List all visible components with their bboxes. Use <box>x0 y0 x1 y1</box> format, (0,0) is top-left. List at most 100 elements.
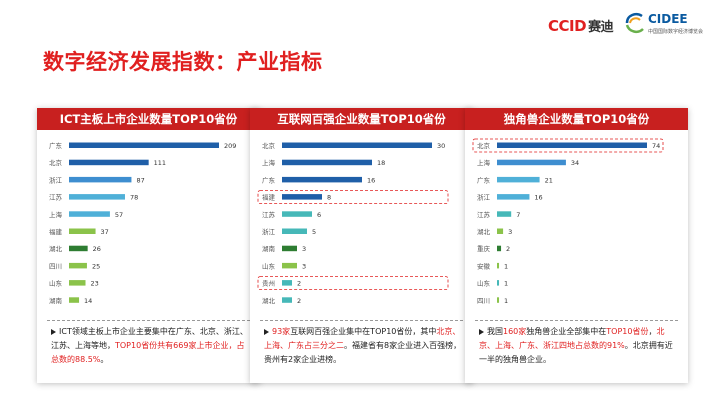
value-label: 34 <box>571 159 579 167</box>
bar <box>282 245 297 252</box>
bar <box>282 176 362 183</box>
panel-header: ICT主板上市企业数量TOP10省份 <box>37 108 260 130</box>
highlight-box <box>257 190 449 204</box>
panel-note: ICT领域主板上市企业主要集中在广东、北京、浙江、江苏、上海等地，TOP10省份… <box>51 325 250 367</box>
category-label: 安徽 <box>477 261 491 270</box>
page-title: 数字经济发展指数：产业指标 <box>43 50 323 74</box>
value-label: 3 <box>302 262 306 270</box>
value-label: 87 <box>136 176 144 184</box>
bar-chart-unicorn: 北京 74 上海 34 广东 21 浙江 16 江苏 7 湖北 3 重庆 2 安徽 1 山东 1 四川 1 <box>472 138 664 305</box>
cidee-logo-text: CIDEE <box>648 12 688 26</box>
note-segment: 93家 <box>272 327 291 336</box>
category-label: 湖北 <box>49 244 63 253</box>
ccid-logo-cn: 赛迪 <box>588 20 614 35</box>
value-label: 2 <box>297 297 301 305</box>
bar <box>497 245 502 252</box>
bullet-icon <box>264 328 269 335</box>
value-label: 1 <box>504 280 508 288</box>
category-label: 上海 <box>262 158 276 167</box>
bar <box>282 228 307 234</box>
category-label: 浙江 <box>262 227 276 236</box>
category-label: 广东 <box>262 175 276 184</box>
category-label: 江苏 <box>262 210 276 219</box>
bar <box>497 159 566 166</box>
category-label: 广东 <box>477 175 491 184</box>
bar <box>497 228 504 234</box>
bar <box>69 228 96 234</box>
category-label: 江苏 <box>477 210 491 219</box>
bar <box>497 280 500 286</box>
value-label: 1 <box>504 262 508 270</box>
bullet-icon <box>51 328 56 335</box>
note-segment: 独角兽企业全部集中在 <box>526 327 607 336</box>
bar <box>497 297 500 303</box>
panel-note: 93家互联网百强企业集中在TOP10省份，其中北京、上海、广东占三分之二。福建省… <box>264 325 463 367</box>
category-label: 北京 <box>477 141 491 150</box>
value-label: 3 <box>302 245 306 253</box>
bar <box>282 211 312 217</box>
panel-note: 我国160家独角兽企业全部集中在TOP10省份，北京、上海、广东、浙江四地占总数… <box>479 325 678 367</box>
bar-chart-ict: 广东 209 北京 111 浙江 87 江苏 78 上海 57 福建 37 湖北 26 四川 25 山东 23 湖南… <box>49 141 236 305</box>
note-segment: 。 <box>100 355 109 364</box>
value-label: 21 <box>545 176 553 184</box>
category-label: 江苏 <box>49 193 63 202</box>
value-label: 16 <box>534 194 542 202</box>
value-label: 30 <box>437 142 445 150</box>
bar <box>282 159 372 166</box>
highlight-box <box>472 138 664 153</box>
divider <box>47 320 250 321</box>
category-label: 四川 <box>49 262 62 270</box>
ccid-logo-text: CCID <box>548 17 587 35</box>
value-label: 8 <box>327 194 331 202</box>
note-segment: 互联网百强企业集中在TOP10省份，其中 <box>290 327 437 336</box>
bar <box>282 297 292 303</box>
bar <box>69 245 88 252</box>
category-label: 四川 <box>477 297 490 305</box>
value-label: 2 <box>506 245 510 253</box>
value-label: 6 <box>317 211 321 219</box>
note-segment: 北京、上海、广东、浙江四地占总数的91% <box>479 327 665 350</box>
category-label: 浙江 <box>49 175 63 184</box>
value-label: 16 <box>367 176 375 184</box>
category-label: 山东 <box>49 279 63 288</box>
value-label: 74 <box>652 142 660 150</box>
bar <box>282 262 297 269</box>
value-label: 111 <box>154 159 166 167</box>
value-label: 14 <box>84 297 92 305</box>
bar <box>69 262 87 269</box>
note-segment: 我国 <box>487 327 503 336</box>
value-label: 5 <box>312 228 316 236</box>
category-label: 浙江 <box>477 193 491 202</box>
category-label: 山东 <box>477 279 491 288</box>
panel-header: 独角兽企业数量TOP10省份 <box>465 108 688 130</box>
value-label: 23 <box>91 280 99 288</box>
category-label: 福建 <box>262 193 276 202</box>
bar <box>497 194 530 200</box>
category-label: 广东 <box>49 141 63 150</box>
value-label: 26 <box>93 245 101 253</box>
note-segment: ICT领域主板上市企业主要集中在广东、北京、浙江、江苏、上海等地， <box>51 327 248 350</box>
panel-ict: ICT主板上市企业数量TOP10省份 广东 209 北京 111 浙江 87 江苏 78 上海 5… <box>37 108 260 383</box>
bar <box>69 211 110 217</box>
panel-internet: 互联网百强企业数量TOP10省份 北京 30 上海 18 广东 16 福建 8 江苏 6 浙江 5 湖南… <box>250 108 473 383</box>
cidee-logo: CIDEE 中国国际数字经济博览会 <box>624 10 704 40</box>
bar <box>69 159 149 166</box>
panel-header: 互联网百强企业数量TOP10省份 <box>250 108 473 130</box>
divider <box>475 320 678 321</box>
note-segment: 。福建省有8家企业进入百强榜，贵州有2家企业进榜。 <box>264 341 462 364</box>
bar <box>497 176 540 183</box>
bar <box>282 142 432 148</box>
category-label: 湖北 <box>262 296 276 305</box>
category-label: 北京 <box>262 141 276 150</box>
category-label: 湖北 <box>477 227 491 236</box>
category-label: 湖南 <box>262 244 276 253</box>
bar <box>69 142 219 148</box>
cidee-emblem-icon <box>625 13 644 34</box>
value-label: 78 <box>130 194 138 202</box>
value-label: 1 <box>504 297 508 305</box>
category-label: 贵州 <box>262 279 275 288</box>
value-label: 2 <box>297 280 301 288</box>
note-segment: 北京、上海、广东占三分之二 <box>264 327 461 350</box>
bar <box>497 211 512 217</box>
value-label: 37 <box>101 228 109 236</box>
